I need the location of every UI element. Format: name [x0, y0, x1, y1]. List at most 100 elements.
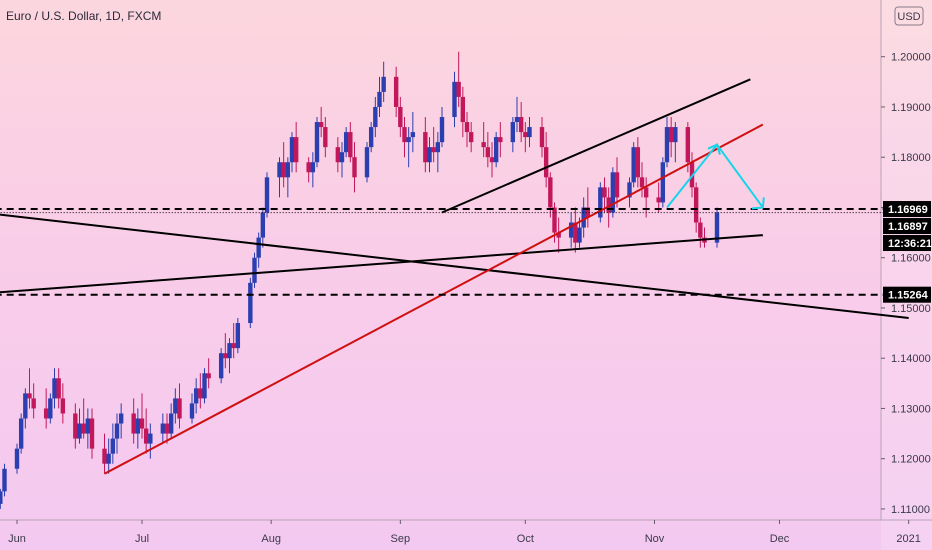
candle-body: [335, 147, 341, 163]
candle-body: [698, 222, 703, 238]
candle-body: [160, 423, 166, 434]
candle-body: [118, 413, 124, 424]
candle-body: [106, 453, 111, 464]
currency-badge[interactable]: [894, 6, 924, 26]
candle-body: [377, 91, 382, 107]
candle-body: [656, 197, 661, 203]
y-tick-label: 1.12000: [891, 454, 931, 466]
candle-body: [231, 343, 236, 349]
candle-body: [498, 137, 503, 143]
candle-body: [81, 423, 86, 434]
price-label-text: 12:36:21: [888, 238, 932, 250]
candle-body: [193, 388, 199, 404]
candle-body: [402, 127, 407, 143]
candle-body: [660, 162, 666, 203]
candle-body: [602, 187, 607, 198]
candle-body: [102, 448, 107, 464]
candle-body: [56, 378, 61, 399]
candle-body: [52, 378, 57, 399]
y-tick-label: 1.11000: [891, 504, 930, 516]
falling-trendline[interactable]: [0, 210, 909, 319]
candle-body: [343, 132, 349, 153]
candle-body: [256, 237, 261, 258]
candle-body: [143, 428, 149, 444]
price-label-box: [883, 201, 931, 218]
red-uptrend-line[interactable]: [104, 123, 764, 475]
candle-body: [598, 187, 603, 218]
candle-body: [364, 147, 370, 178]
candle-body: [527, 127, 532, 138]
projection-path[interactable]: [666, 143, 764, 209]
candle-body: [393, 76, 399, 107]
candle-body: [306, 162, 311, 173]
price-label-text: 1.16897: [888, 221, 928, 233]
price-label-box: [883, 218, 931, 235]
x-tick-label: Jun: [8, 533, 26, 545]
candle-body: [85, 418, 91, 434]
candle-body: [218, 353, 224, 379]
candle-body: [289, 137, 295, 163]
candle-body: [177, 398, 182, 419]
candle-body: [0, 491, 3, 504]
y-tick-label: 1.16000: [891, 253, 931, 265]
price-axis-panel[interactable]: [881, 0, 932, 550]
price-label-text: 1.15264: [888, 290, 929, 302]
projection-arrowhead-up: [707, 143, 721, 155]
candle-body: [235, 323, 241, 349]
candle-body: [31, 398, 36, 409]
x-tick-label: Sep: [391, 533, 411, 545]
candle-body: [606, 197, 611, 213]
candle-body: [577, 227, 582, 243]
candle-body: [43, 408, 49, 419]
candle-body: [685, 127, 691, 163]
candle-body: [568, 222, 574, 238]
candle-body: [285, 162, 291, 178]
chart-title: Euro / U.S. Dollar, 1D, FXCM: [6, 9, 162, 23]
candle-body: [552, 207, 557, 233]
candle-body: [493, 137, 499, 163]
candle-body: [627, 182, 632, 198]
candle-body: [643, 187, 649, 198]
y-tick-label: 1.13000: [891, 403, 931, 415]
y-tick-label: 1.19000: [891, 102, 931, 114]
candle-body: [352, 157, 357, 178]
candle-body: [148, 433, 153, 444]
candle-body: [485, 147, 491, 158]
upper-channel-line[interactable]: [441, 78, 751, 214]
rising-support-line[interactable]: [0, 234, 763, 295]
candle-body: [264, 177, 270, 213]
projection-arrowhead-down: [751, 197, 765, 210]
candle-body: [668, 127, 674, 143]
candle-body: [514, 117, 520, 123]
candle-body: [456, 81, 461, 97]
x-tick-label: Jul: [135, 533, 149, 545]
candle-body: [227, 343, 232, 359]
candle-body: [398, 106, 403, 128]
candle-body: [310, 162, 316, 173]
price-label-box: [883, 235, 931, 252]
price-label-box: [883, 286, 931, 303]
candle-body: [189, 403, 195, 419]
candle-body: [2, 468, 7, 492]
candle-body: [423, 132, 428, 163]
x-tick-label: Nov: [645, 533, 665, 545]
x-tick-label: 2021: [896, 533, 920, 545]
price-label-text: 1.16969: [888, 204, 928, 216]
candle-body: [548, 177, 553, 208]
candle-body: [139, 418, 145, 429]
candle-body: [610, 172, 616, 213]
candle-body: [114, 423, 120, 439]
candle-body: [464, 122, 470, 133]
candle-body: [89, 418, 95, 449]
candle-body: [518, 117, 524, 133]
candle-body: [164, 423, 170, 434]
candle-body: [281, 162, 286, 178]
candle-body: [202, 373, 207, 399]
currency-label: USD: [897, 11, 920, 23]
y-tick-label: 1.15000: [891, 303, 931, 315]
candle-body: [614, 172, 620, 198]
y-tick-label: 1.14000: [891, 353, 931, 365]
candle-body: [693, 187, 699, 223]
